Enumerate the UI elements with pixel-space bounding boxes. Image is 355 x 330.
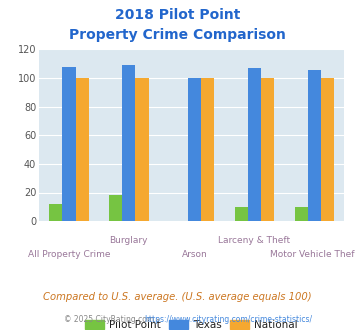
Bar (76, 78, 89, 221)
Bar (248, 68, 261, 221)
Bar (109, 195, 122, 221)
Text: 2018 Pilot Point: 2018 Pilot Point (115, 8, 240, 22)
Text: Burglary: Burglary (110, 236, 148, 245)
Bar (49, 204, 62, 221)
Bar (261, 78, 274, 221)
Text: © 2025 CityRating.com -: © 2025 CityRating.com - (64, 315, 162, 324)
Text: https://www.cityrating.com/crime-statistics/: https://www.cityrating.com/crime-statist… (144, 315, 312, 324)
Text: Larceny & Theft: Larceny & Theft (218, 236, 291, 245)
Bar (135, 78, 149, 221)
Bar (62, 67, 76, 221)
Bar (295, 207, 308, 221)
Bar (308, 70, 321, 221)
Text: Property Crime Comparison: Property Crime Comparison (69, 28, 286, 42)
Text: Arson: Arson (182, 250, 208, 259)
Text: Compared to U.S. average. (U.S. average equals 100): Compared to U.S. average. (U.S. average … (43, 292, 312, 302)
Text: All Property Crime: All Property Crime (28, 250, 110, 259)
Bar (235, 207, 248, 221)
Bar (321, 78, 334, 221)
Bar (122, 65, 135, 221)
Text: Motor Vehicle Theft: Motor Vehicle Theft (271, 250, 355, 259)
Bar (188, 78, 201, 221)
Bar (201, 78, 214, 221)
Legend: Pilot Point, Texas, National: Pilot Point, Texas, National (81, 315, 302, 330)
